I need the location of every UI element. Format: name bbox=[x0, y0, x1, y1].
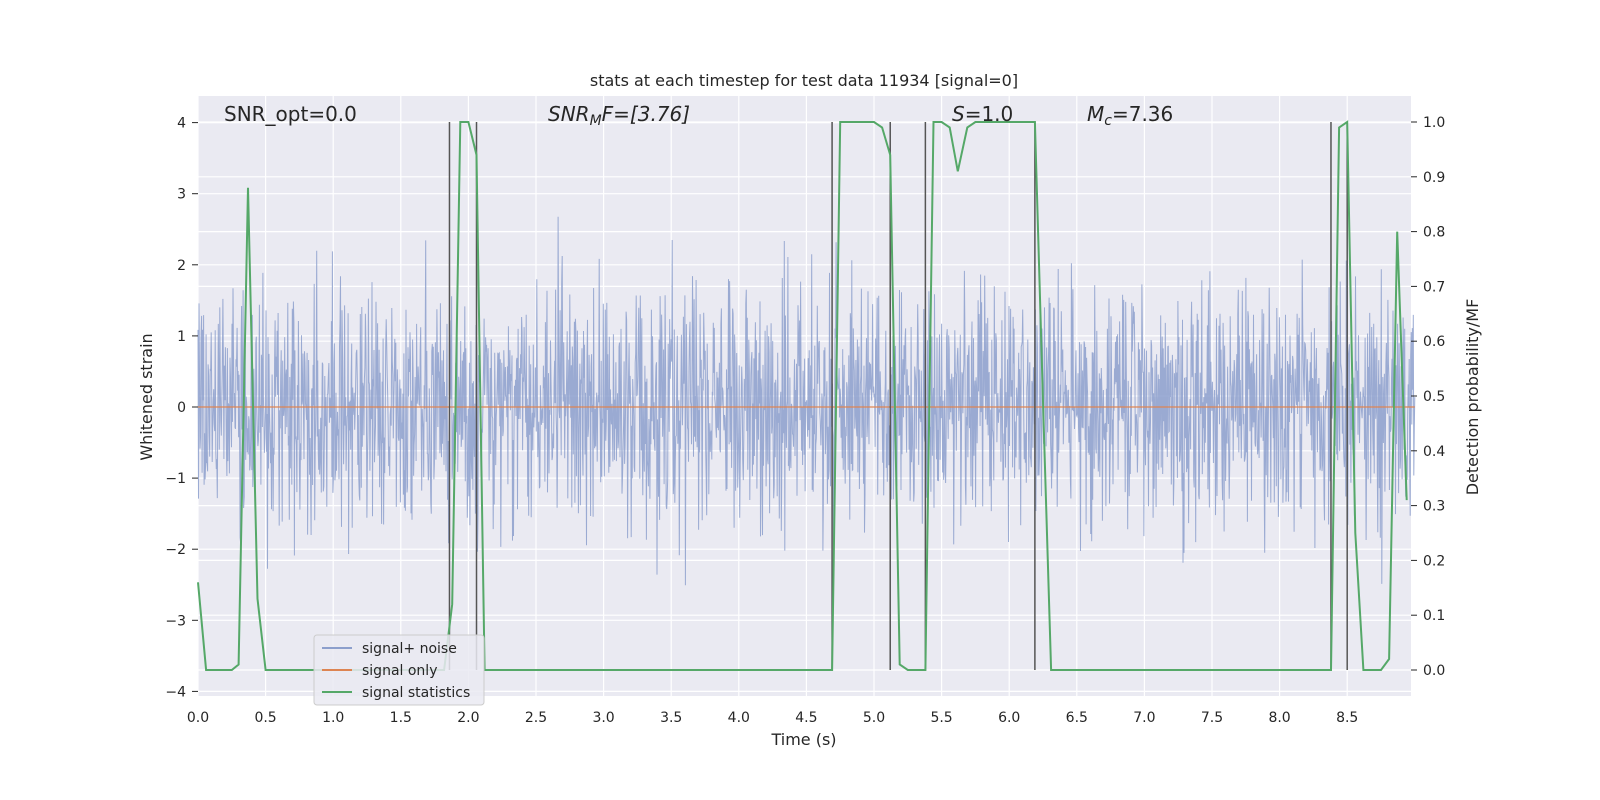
x-tick-label: 0.5 bbox=[254, 710, 276, 726]
chart-title: stats at each timestep for test data 119… bbox=[590, 71, 1018, 90]
grid bbox=[197, 96, 1411, 696]
annotation-s: S=1.0 bbox=[952, 102, 1013, 126]
annotation-s-main: S bbox=[952, 102, 965, 126]
x-tick-label: 6.0 bbox=[998, 710, 1020, 726]
y-left-axis-label: Whitened strain bbox=[137, 333, 156, 460]
annotation-s-rest: =1.0 bbox=[965, 102, 1014, 126]
y-left-tick-label: 2 bbox=[177, 258, 186, 274]
y-right-tick-label: 0.9 bbox=[1423, 170, 1445, 186]
x-tick-label: 1.0 bbox=[322, 710, 344, 726]
y-right-tick-label: 0.6 bbox=[1423, 334, 1445, 350]
y-left-axis-ticks: 4 3 2 1 0 −1 −2 −3 −4 bbox=[165, 116, 198, 700]
y-right-tick-label: 0.5 bbox=[1423, 389, 1445, 405]
y-left-tick-label: −3 bbox=[165, 613, 186, 629]
annotation-mc-sub: c bbox=[1104, 113, 1112, 129]
annotation-snr-mf-main: SNR bbox=[548, 102, 590, 126]
x-tick-label: 3.0 bbox=[592, 710, 614, 726]
annotation-mc: Mc=7.36 bbox=[1087, 102, 1173, 129]
y-right-axis-label: Detection probability/MF bbox=[1463, 299, 1482, 496]
vertical-markers bbox=[448, 122, 1348, 670]
legend-box bbox=[313, 634, 485, 706]
x-tick-label: 1.5 bbox=[390, 710, 412, 726]
x-tick-label: 4.0 bbox=[728, 710, 750, 726]
x-tick-label: 8.0 bbox=[1268, 710, 1290, 726]
y-left-tick-label: −1 bbox=[165, 471, 186, 487]
y-left-tick-label: 3 bbox=[177, 187, 186, 203]
legend-label-signal-noise: signal+ noise bbox=[362, 641, 457, 657]
y-left-tick-label: −4 bbox=[165, 684, 186, 700]
annotation-snr-mf: SNRMF=[3.76] bbox=[548, 102, 690, 129]
x-tick-label: 5.0 bbox=[863, 710, 885, 726]
y-right-tick-label: 0.7 bbox=[1423, 279, 1445, 295]
y-left-tick-label: −2 bbox=[165, 542, 186, 558]
x-tick-label: 7.0 bbox=[1133, 710, 1155, 726]
annotation-mc-main: M bbox=[1087, 102, 1104, 126]
x-tick-label: 0.0 bbox=[187, 710, 209, 726]
annotation-mc-rest: =7.36 bbox=[1112, 102, 1173, 126]
x-tick-label: 6.5 bbox=[1066, 710, 1088, 726]
y-right-tick-label: 0.1 bbox=[1423, 608, 1445, 624]
y-left-tick-label: 0 bbox=[177, 400, 186, 416]
annotation-snr-mf-rest: F=[3.76] bbox=[602, 102, 690, 126]
y-right-axis-ticks: 1.0 0.9 0.8 0.7 0.6 0.5 0.4 0.3 0.2 0.1 0.0 bbox=[1411, 115, 1445, 679]
y-right-tick-label: 0.2 bbox=[1423, 553, 1445, 569]
y-left-tick-label: 4 bbox=[177, 116, 186, 132]
annotation-snr-opt: SNR_opt=0.0 bbox=[224, 102, 357, 126]
legend-label-signal-statistics: signal statistics bbox=[362, 685, 470, 701]
x-tick-label: 2.0 bbox=[457, 710, 479, 726]
y-right-tick-label: 0.8 bbox=[1423, 225, 1445, 241]
x-axis-ticks: 0.0 0.5 1.0 1.5 2.0 2.5 3.0 3.5 4.0 4.5 5.0 5.5 6.0 6… bbox=[187, 710, 1358, 726]
x-axis-label: Time (s) bbox=[770, 730, 836, 749]
legend-label-signal-only: signal only bbox=[362, 663, 437, 679]
annotation-snr-mf-sub: M bbox=[590, 113, 602, 129]
x-tick-label: 7.5 bbox=[1201, 710, 1223, 726]
x-tick-label: 3.5 bbox=[660, 710, 682, 726]
legend: signal+ noise signal only signal statist… bbox=[313, 634, 485, 706]
y-right-tick-label: 1.0 bbox=[1423, 115, 1445, 131]
x-tick-label: 5.5 bbox=[930, 710, 952, 726]
y-right-tick-label: 0.3 bbox=[1423, 499, 1445, 515]
x-tick-label: 4.5 bbox=[795, 710, 817, 726]
y-right-tick-label: 0.4 bbox=[1423, 444, 1445, 460]
y-left-tick-label: 1 bbox=[177, 329, 186, 345]
x-tick-label: 8.5 bbox=[1336, 710, 1358, 726]
y-right-tick-label: 0.0 bbox=[1423, 663, 1445, 679]
x-tick-label: 2.5 bbox=[525, 710, 547, 726]
